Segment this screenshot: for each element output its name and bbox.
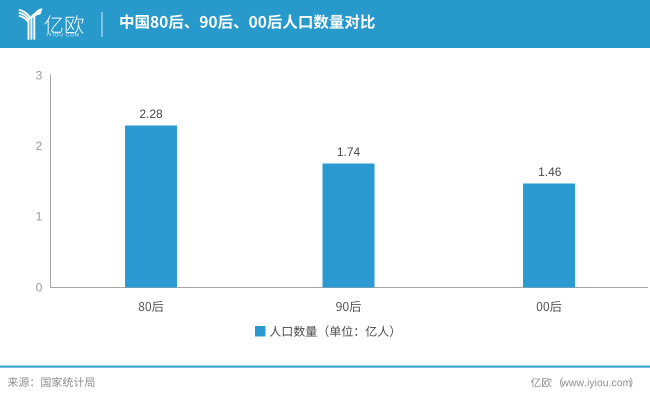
svg-text:3: 3 — [36, 68, 43, 82]
svg-text:0: 0 — [36, 280, 43, 294]
svg-text:2.28: 2.28 — [139, 107, 163, 121]
svg-text:1: 1 — [36, 210, 43, 224]
svg-text:2: 2 — [36, 139, 43, 153]
svg-text:1.74: 1.74 — [337, 145, 361, 159]
svg-text:1.46: 1.46 — [538, 165, 562, 179]
